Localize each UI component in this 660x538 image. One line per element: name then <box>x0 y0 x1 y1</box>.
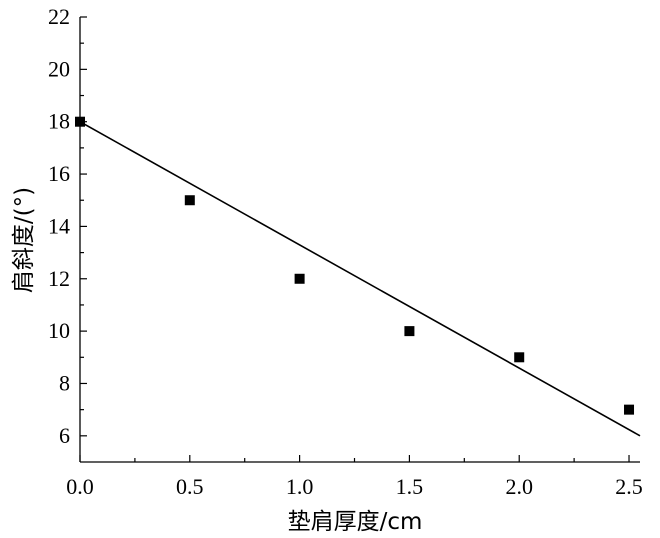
data-point <box>404 326 415 337</box>
fit-line-group <box>79 121 641 437</box>
y-tick-label: 10 <box>48 318 70 343</box>
x-tick-label: 2.0 <box>505 474 533 499</box>
x-ticks: 0.0 0.5 1.0 1.5 2.0 2.5 <box>66 455 643 499</box>
fit-line <box>79 121 641 437</box>
data-points <box>75 116 635 415</box>
data-point <box>514 352 525 363</box>
y-tick-label: 14 <box>48 213 70 238</box>
y-tick-label: 20 <box>48 56 70 81</box>
x-tick-label: 1.0 <box>286 474 314 499</box>
x-tick-label: 1.5 <box>396 474 424 499</box>
y-tick-label: 22 <box>48 4 70 29</box>
x-tick-label: 0.0 <box>66 474 94 499</box>
data-point <box>75 116 85 127</box>
y-axis-title: 肩斜度/(°) <box>11 187 37 293</box>
x-tick-label: 0.5 <box>176 474 204 499</box>
y-tick-label: 8 <box>59 370 70 395</box>
y-tick-label: 6 <box>59 423 70 448</box>
data-point <box>184 195 195 206</box>
y-tick-label: 16 <box>48 161 70 186</box>
x-axis-title: 垫肩厚度/cm <box>288 509 423 535</box>
axes <box>79 17 640 463</box>
y-tick-label: 12 <box>48 266 70 291</box>
y-ticks: 6 8 10 12 14 16 18 20 22 <box>48 4 87 448</box>
y-tick-label: 18 <box>48 109 70 134</box>
data-point <box>624 404 635 415</box>
data-point <box>294 273 305 284</box>
x-tick-label: 2.5 <box>615 474 643 499</box>
